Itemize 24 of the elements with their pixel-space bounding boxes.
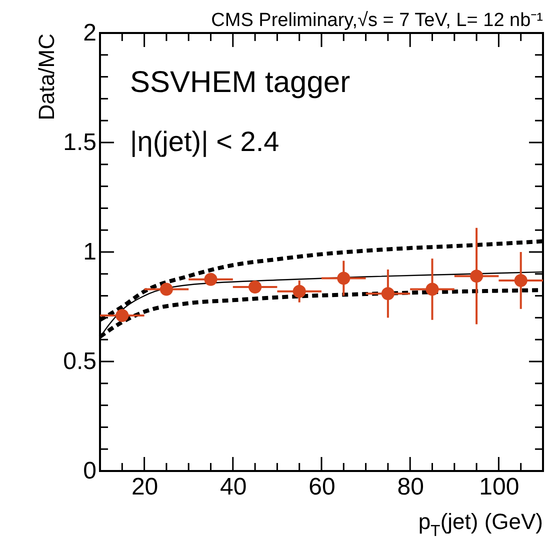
x-tick-label: 20 (131, 474, 158, 500)
point (381, 287, 394, 300)
x-tick-label: 100 (479, 474, 520, 500)
y-tick-label: 0.5 (63, 348, 96, 375)
x-tick-label: 80 (397, 474, 424, 500)
y-tick-label: 1.5 (63, 129, 96, 156)
point (426, 282, 439, 296)
chart-title: CMS Preliminary,√s = 7 TeV, L= 12 nb⁻¹ (211, 10, 543, 31)
y-tick-label: 2 (83, 20, 96, 46)
point (248, 280, 262, 294)
point (292, 284, 306, 298)
x-tick-label: 40 (220, 474, 247, 500)
x-tick-label: 60 (308, 474, 336, 500)
point (160, 282, 173, 296)
point (116, 309, 129, 322)
point (514, 274, 528, 287)
point (470, 270, 484, 283)
point (337, 272, 350, 285)
point (204, 272, 218, 286)
annotation: |η(jet)| < 2.4 (130, 126, 280, 157)
y-axis-title: Data/MC (34, 33, 60, 120)
annotation: SSVHEM tagger (130, 66, 350, 99)
y-tick-label: 1 (83, 238, 96, 266)
y-tick-label: 0 (83, 458, 96, 484)
